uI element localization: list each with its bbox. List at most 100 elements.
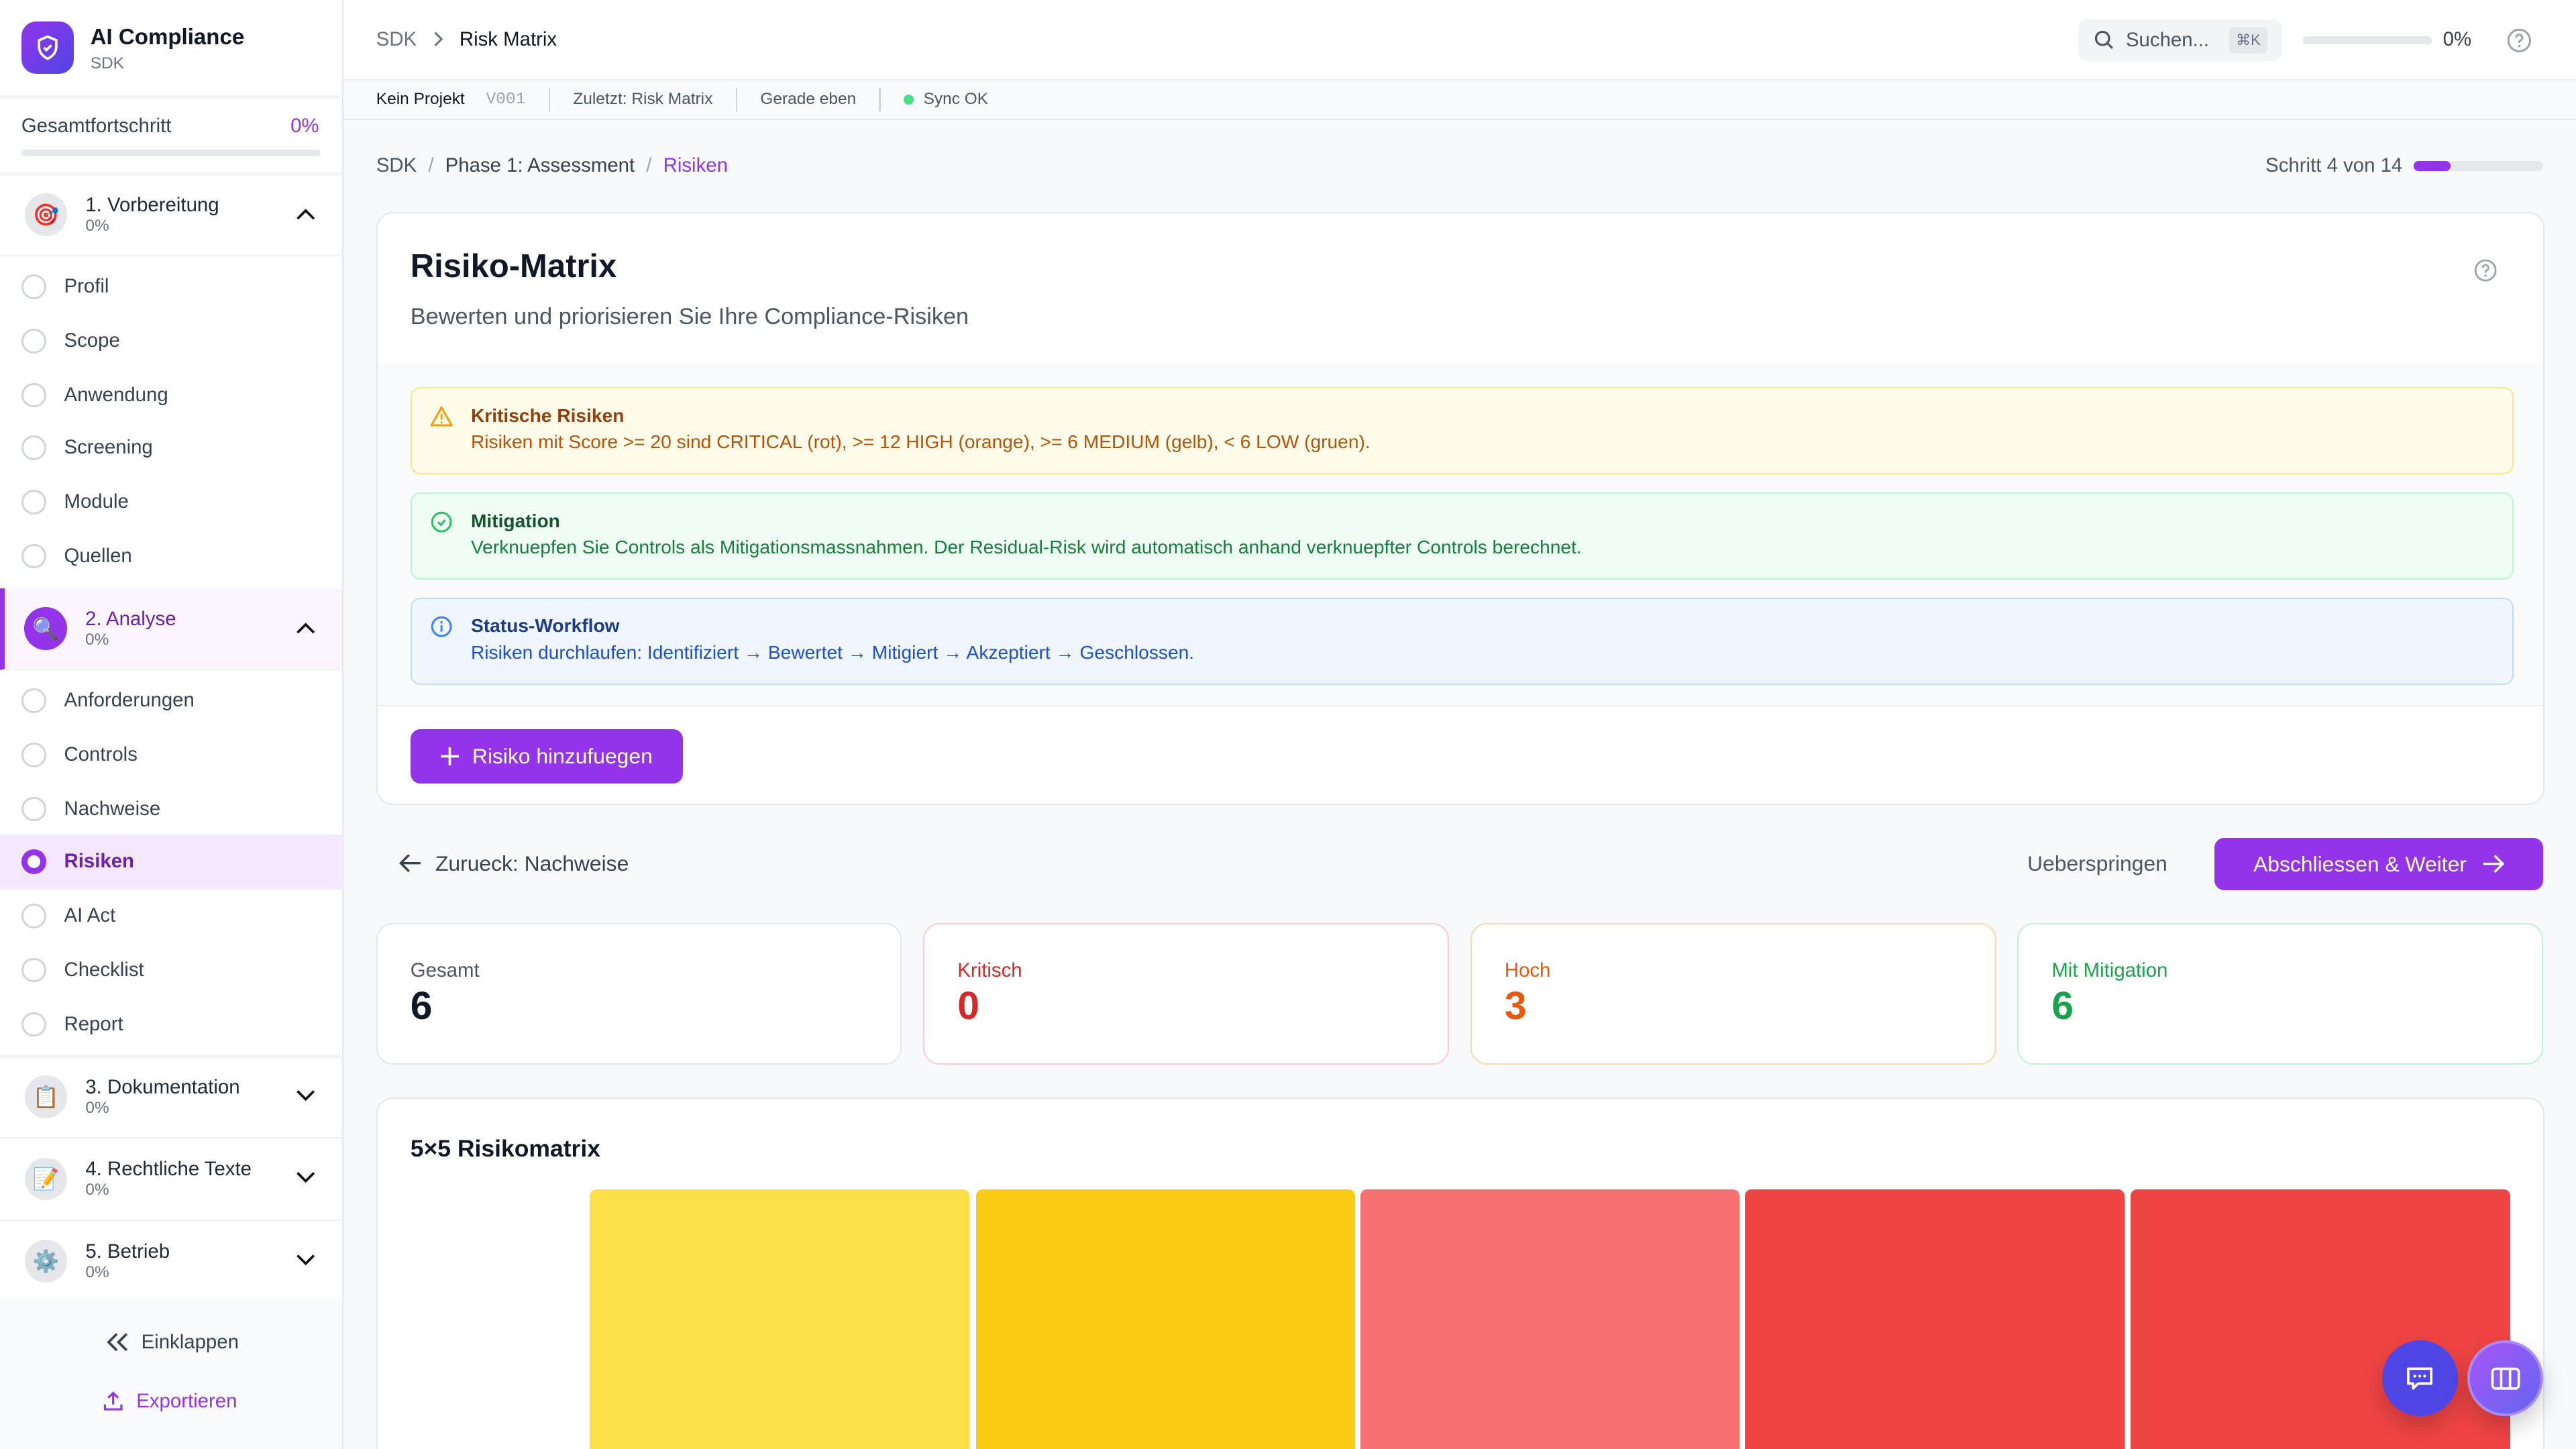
sidebar-item-nachweise[interactable]: Nachweise [0,782,341,837]
alert-text: Risiken mit Score >= 20 sind CRITICAL (r… [470,431,1371,453]
item-label: Controls [64,743,138,766]
phase-label: 5. Betrieb [85,1240,170,1263]
stat-label: Hoch [1504,959,1551,981]
breadcrumb-current: Risk Matrix [459,28,557,50]
sidebar-item-anwendung[interactable]: Anwendung [0,368,341,423]
chat-button[interactable] [2382,1340,2458,1417]
upload-icon [104,1391,123,1411]
columns-icon [2491,1367,2520,1390]
phase-percent: 0% [85,1263,109,1281]
gear-icon: ⚙️ [24,1239,68,1283]
radio-icon [21,903,46,928]
matrix-cell[interactable] [2131,1189,2511,1449]
alert-text: Risiken durchlaufen: Identifiziert → Bew… [470,641,1195,663]
sidebar-item-controls[interactable]: Controls [0,728,341,782]
overall-progress-value: 0% [290,115,319,138]
project-name: Kein Projekt [376,90,465,109]
divider [0,95,342,99]
radio-icon [21,274,46,299]
collapse-button[interactable]: Einklappen [105,1331,239,1354]
breadcrumb-phase[interactable]: Phase 1: Assessment [445,154,635,177]
stat-total: Gesamt 6 [376,923,902,1065]
export-button[interactable]: Exportieren [103,1390,237,1413]
radio-icon [21,796,46,822]
phase-rechtliche-texte[interactable]: 📝 4. Rechtliche Texte 0% [0,1138,342,1221]
sidebar-item-report[interactable]: Report [0,998,341,1052]
sidebar-item-ai-act[interactable]: AI Act [0,889,341,943]
sidebar-item-screening[interactable]: Screening [0,421,341,475]
back-button[interactable]: Zurueck: Nachweise [399,851,629,876]
divider [879,88,881,111]
matrix-cell[interactable] [975,1189,1356,1449]
radio-icon [21,543,46,569]
shield-logo-icon [21,21,74,74]
phase-percent: 0% [85,630,109,649]
page-title: Risiko-Matrix [410,248,617,285]
item-label: Anforderungen [64,689,195,712]
stat-high: Hoch 3 [1470,923,1996,1065]
phase-percent: 0% [85,1098,109,1117]
help-icon[interactable] [2507,28,2532,60]
plus-icon [441,747,460,765]
stat-critical: Kritisch 0 [923,923,1449,1065]
radio-icon [21,957,46,983]
phase-betrieb[interactable]: ⚙️ 5. Betrieb 0% [0,1221,342,1303]
stat-label: Kritisch [957,959,1022,981]
sidebar-item-module[interactable]: Module [0,475,341,529]
add-risk-label: Risiko hinzufuegen [472,743,653,768]
help-icon[interactable] [2474,259,2497,288]
stat-value: 6 [410,984,433,1028]
item-label: Checklist [64,959,144,981]
sidebar-item-profil[interactable]: Profil [0,260,341,314]
matrix-cell[interactable] [1360,1189,1740,1449]
search-placeholder: Suchen... [2125,28,2210,51]
phase-analyse[interactable]: 🔍 2. Analyse 0% [0,588,342,671]
chevron-right-icon [434,32,443,47]
breadcrumb-sdk[interactable]: SDK [376,154,417,177]
chevron-up-icon [296,618,319,639]
radio-selected-icon [21,849,46,874]
phase-vorbereitung[interactable]: 🎯 1. Vorbereitung 0% [0,174,342,257]
status-bar: Kein Projekt V001 Zuletzt: Risk Matrix G… [343,80,2576,120]
item-label: AI Act [64,904,116,927]
skip-button[interactable]: Ueberspringen [2027,851,2167,875]
chevron-down-icon [296,1169,319,1189]
sidebar-item-anforderungen[interactable]: Anforderungen [0,674,341,728]
step-progress-bar [2413,161,2544,171]
matrix-cell[interactable] [590,1189,969,1449]
breadcrumb-sdk[interactable]: SDK [376,28,417,50]
radio-icon [21,489,46,515]
sidebar: AI Compliance SDK Gesamtfortschritt 0% 🎯… [0,0,343,1449]
collapse-label: Einklappen [141,1330,239,1353]
pencil-document-icon: 📝 [24,1157,68,1201]
chevron-down-icon [296,1086,319,1107]
phase-dokumentation[interactable]: 📋 3. Dokumentation 0% [0,1057,342,1139]
complete-continue-button[interactable]: Abschliessen & Weiter [2214,837,2544,891]
risk-matrix-card: Risiko-Matrix Bewerten und priorisieren … [376,211,2545,805]
stat-label: Mit Mitigation [2051,959,2168,981]
item-label: Screening [64,436,153,459]
search-button[interactable]: Suchen... ⌘K [2078,19,2282,61]
add-risk-button[interactable]: Risiko hinzufuegen [410,729,684,784]
stat-value: 0 [957,984,979,1028]
breadcrumb-current: Risiken [663,154,728,177]
chat-bubble-icon [2407,1367,2433,1390]
layout-columns-button[interactable] [2467,1340,2544,1417]
step-progress-fill [2413,161,2451,171]
header-progress-value: 0% [2443,28,2472,50]
warning-icon [430,406,453,427]
sidebar-item-risiken[interactable]: Risiken [0,835,342,889]
item-label: Report [64,1012,123,1035]
alert-mitigation: Mitigation Verknuepfen Sie Controls als … [410,492,2514,580]
overall-progress-bar [21,149,321,156]
next-label: Abschliessen & Weiter [2253,851,2467,876]
sidebar-item-checklist[interactable]: Checklist [0,943,341,998]
sidebar-item-scope[interactable]: Scope [0,314,341,368]
app-subtitle: SDK [90,54,124,72]
sidebar-item-quellen[interactable]: Quellen [0,529,341,584]
matrix-cell[interactable] [1744,1189,2125,1449]
radio-icon [21,435,46,460]
radio-icon [21,742,46,767]
chevron-down-icon [296,1250,319,1271]
